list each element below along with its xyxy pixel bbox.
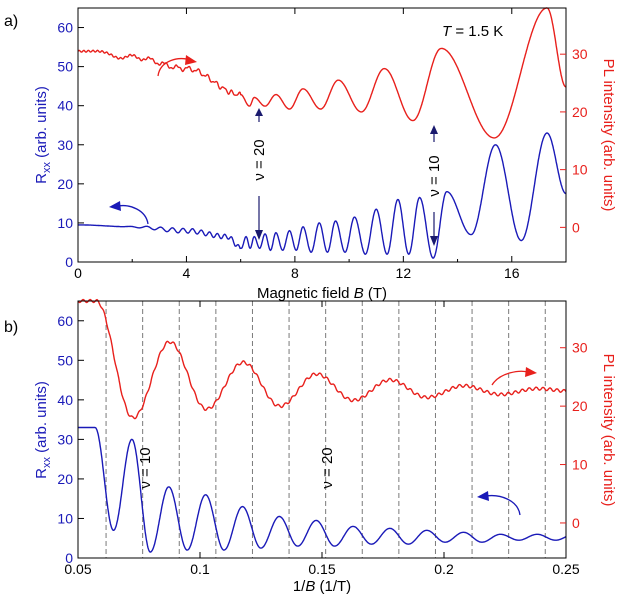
x-tick-label: 0.1 xyxy=(190,561,210,577)
x-tick-label: 0.05 xyxy=(64,561,91,577)
y-left-tick-label: 30 xyxy=(57,137,73,153)
panel-a-nu20-label: ν = 20 xyxy=(251,139,268,180)
panel-a-temperature-annotation: T = 1.5 K xyxy=(442,23,503,40)
y-right-tick-label: 30 xyxy=(572,46,588,62)
x-tick-label: 16 xyxy=(504,265,520,281)
y-left-tick-label: 50 xyxy=(57,59,73,75)
panel-a-rxx-series-line xyxy=(78,132,567,259)
x-tick-label: 0.15 xyxy=(308,561,335,577)
y-right-tick-label: 0 xyxy=(572,515,580,531)
x-tick-label: 0.25 xyxy=(552,561,579,577)
panel-a-pl-arrow xyxy=(157,55,197,77)
panel-b-rxx-series-line xyxy=(78,426,567,553)
x-tick-label: 0.2 xyxy=(434,561,454,577)
panel-b-rxx-arrow xyxy=(477,491,521,516)
panel-b-plot-frame xyxy=(77,300,567,559)
y-left-tick-label: 60 xyxy=(57,20,73,36)
y-left-tick-label: 0 xyxy=(65,550,73,566)
panel-b: b) 0.05 0.1 0.15 0.2 0.25 0 10 20 30 40 50 60 0 10 2… xyxy=(4,298,617,595)
y-left-tick-label: 40 xyxy=(57,98,73,114)
y-left-tick-label: 30 xyxy=(57,431,73,447)
y-right-tick-label: 10 xyxy=(572,162,588,178)
panel-b-pl-series-line xyxy=(77,298,567,420)
y-right-tick-label: 20 xyxy=(572,398,588,414)
x-tick-label: 4 xyxy=(183,265,191,281)
panel-b-pl-arrow xyxy=(491,367,537,386)
y-left-tick-label: 50 xyxy=(57,352,73,368)
panel-b-nu20-label: ν = 20 xyxy=(319,447,336,488)
y-left-tick-label: 10 xyxy=(57,215,73,231)
y-right-tick-label: 0 xyxy=(572,219,580,235)
panel-b-x-axis-label: 1/B (1/T) xyxy=(293,578,351,595)
panel-a-pl-series-line xyxy=(77,7,567,139)
panel-a-nu10-label: ν = 10 xyxy=(426,155,443,196)
y-left-tick-label: 40 xyxy=(57,392,73,408)
panel-b-right-y-axis-label: PL intensity (arb. units) xyxy=(600,354,617,507)
y-left-tick-label: 0 xyxy=(65,254,73,270)
x-tick-label: 0 xyxy=(74,265,82,281)
y-left-tick-label: 20 xyxy=(57,471,73,487)
x-tick-label: 12 xyxy=(396,265,412,281)
panel-b-label: b) xyxy=(4,319,18,336)
panel-a-nu10-annotation: ν = 10 xyxy=(426,125,443,246)
y-right-tick-label: 20 xyxy=(572,104,588,120)
panel-a-right-y-axis-label: PL intensity (arb. units) xyxy=(600,59,617,212)
panel-b-nu10-label: ν = 10 xyxy=(137,447,154,488)
panel-a-plot-frame xyxy=(77,7,567,263)
x-tick-label: 8 xyxy=(291,265,299,281)
y-left-tick-label: 60 xyxy=(57,313,73,329)
panel-a-label: a) xyxy=(4,13,18,30)
y-left-tick-label: 10 xyxy=(57,510,73,526)
panel-a-rxx-arrow xyxy=(109,201,149,225)
panel-a-x-axis-label: Magnetic field B (T) xyxy=(257,285,387,302)
y-left-tick-label: 20 xyxy=(57,176,73,192)
panel-a-nu20-annotation: ν = 20 xyxy=(251,108,268,240)
panel-a: a) 0 4 8 12 16 0 10 20 30 40 50 60 0 10 20 30 Magneti… xyxy=(4,7,617,302)
panel-b-left-y-axis-label: Rxx (arb. units) xyxy=(33,381,53,479)
y-right-tick-label: 30 xyxy=(572,340,588,356)
y-right-tick-label: 10 xyxy=(572,457,588,473)
panel-a-left-y-axis-label: Rxx (arb. units) xyxy=(33,86,53,184)
